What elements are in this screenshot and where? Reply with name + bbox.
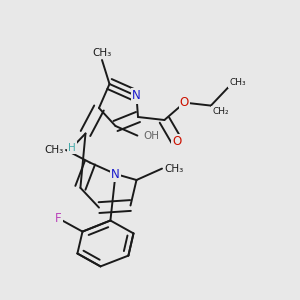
Text: CH₃: CH₃ <box>92 48 112 58</box>
Text: H: H <box>68 142 76 153</box>
Text: OH: OH <box>143 130 159 141</box>
Text: CH₃: CH₃ <box>44 145 64 155</box>
Text: N: N <box>111 167 120 181</box>
Text: CH₂: CH₂ <box>212 107 229 116</box>
Text: O: O <box>172 135 182 148</box>
Text: CH₃: CH₃ <box>164 164 184 174</box>
Text: N: N <box>132 89 141 103</box>
Text: CH₃: CH₃ <box>230 78 246 87</box>
Text: O: O <box>180 96 189 109</box>
Text: F: F <box>55 212 62 225</box>
